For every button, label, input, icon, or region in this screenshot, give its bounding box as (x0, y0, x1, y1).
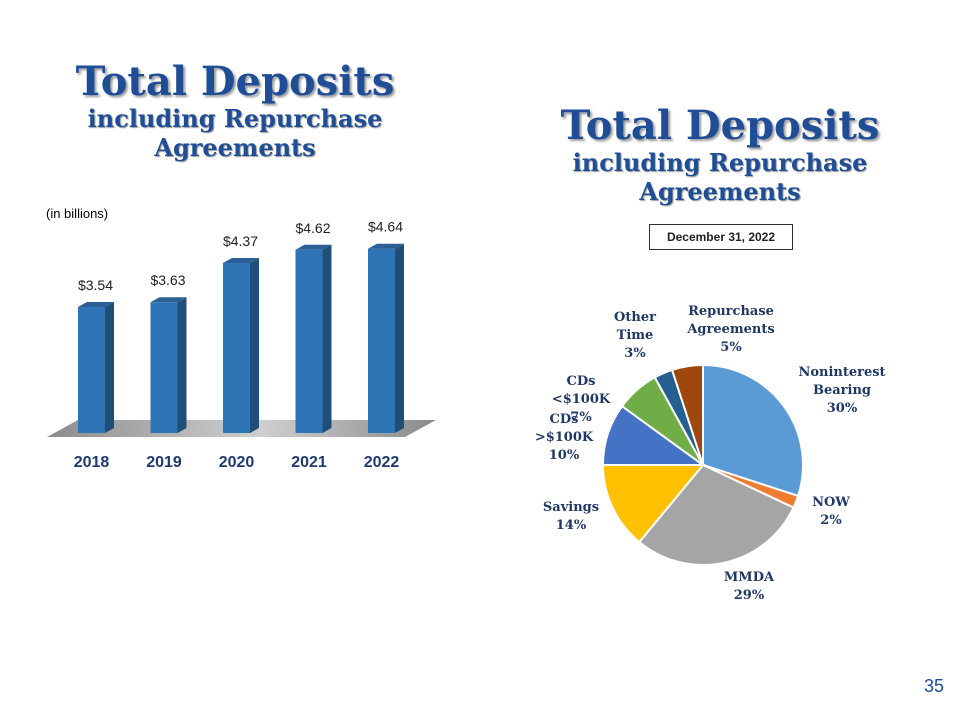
pie-label-savings: Savings 14% (543, 500, 599, 533)
units-note: (in billions) (46, 206, 109, 221)
bar-top-2018 (78, 302, 114, 307)
pie-label-mmda: MMDA 29% (724, 570, 775, 603)
bar-2022 (368, 248, 395, 433)
bar-chart-title-sub-2: Agreements (154, 133, 316, 162)
bar-side-2020 (250, 258, 259, 433)
pie-label-repurchase-agreements: Repurchase Agreements 5% (686, 304, 774, 355)
x-tick-label: 2019 (146, 454, 182, 471)
x-tick-label: 2021 (291, 454, 327, 471)
pie-label-now: NOW 2% (812, 495, 850, 528)
bar-top-2022 (368, 243, 404, 249)
pie-chart-title-sub-2: Agreements (639, 177, 801, 206)
bar-chart-title-sub-1: including Repurchase (87, 104, 383, 133)
pie-slice-noninterest-bearing (702, 363, 804, 498)
x-tick-label: 2018 (74, 454, 110, 471)
bar-side-2018 (105, 302, 114, 433)
pie-chart-title-sub-1: including Repurchase (572, 148, 868, 177)
bar-value-label: $4.64 (368, 219, 403, 235)
pie-chart-title-main: Total Deposits (560, 102, 880, 149)
bar-side-2021 (322, 244, 332, 433)
bar-value-label: $4.62 (295, 220, 330, 236)
bar-value-label: $3.63 (150, 272, 185, 288)
bar-top-2021 (295, 244, 332, 250)
bar-2020 (223, 263, 250, 433)
bar-top-2019 (150, 297, 187, 303)
pie-label-other-time: Other Time 3% (614, 310, 656, 361)
bar-side-2019 (177, 297, 187, 433)
pie-label-cds-100k: CDs <$100K 7% (552, 374, 611, 425)
pie-slice-savings (601, 464, 706, 544)
bar-value-label: $4.37 (223, 233, 258, 249)
pie-label-cds-100k: CDs >$100K 10% (535, 412, 594, 463)
pie-slice-repurchase-agreements (670, 363, 704, 466)
bar-side-2022 (395, 243, 404, 433)
bar-value-label: $3.54 (78, 277, 113, 293)
bar-top-2020 (223, 258, 259, 264)
bar-2021 (295, 249, 323, 433)
bar-chart-title: Total Deposits including Repurchase Agre… (20, 58, 450, 163)
bar-2018 (78, 307, 105, 433)
pie-label-noninterest-bearing: Noninterest Bearing 30% (798, 365, 885, 416)
pie-chart-title: Total Deposits including Repurchase Agre… (505, 102, 935, 207)
x-tick-label: 2020 (219, 454, 255, 471)
bar-2019 (150, 302, 178, 433)
pie-date-label: December 31, 2022 (649, 224, 793, 250)
slide-number: 35 (923, 676, 944, 696)
x-tick-label: 2022 (364, 454, 400, 471)
pie-slice-mmda (637, 463, 795, 566)
bar-chart-title-main: Total Deposits (75, 58, 395, 105)
